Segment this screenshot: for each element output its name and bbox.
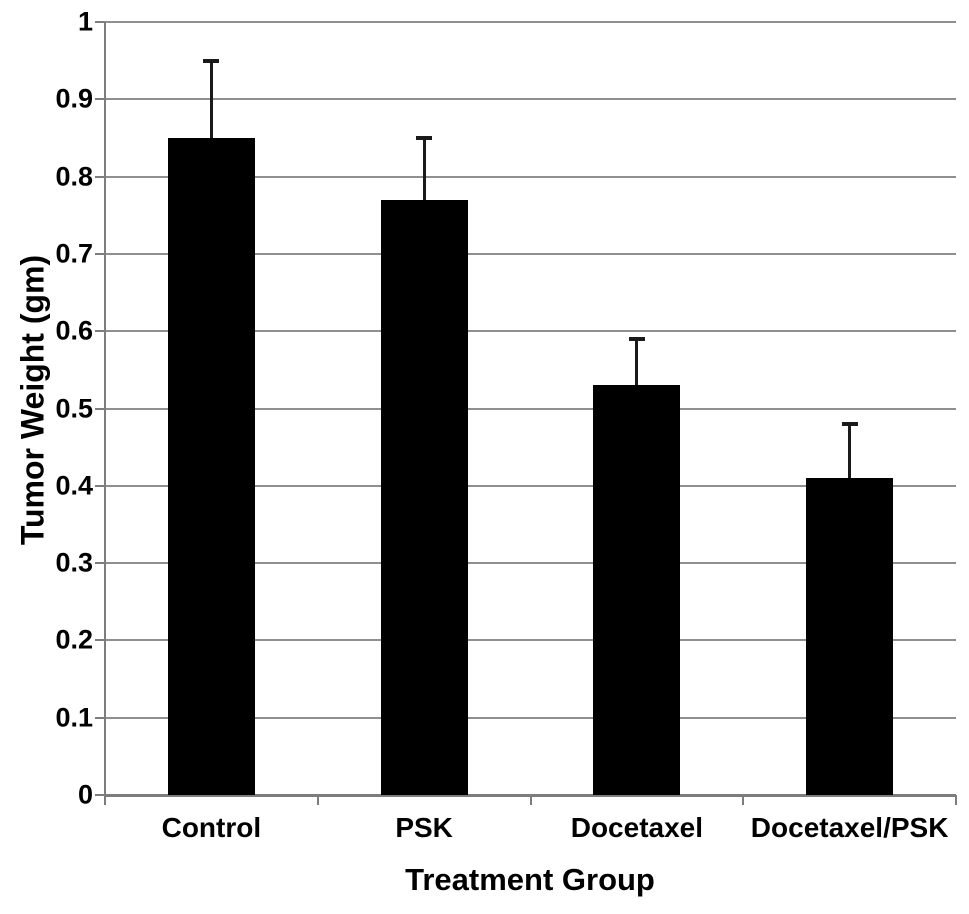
x-axis-tick bbox=[955, 795, 957, 805]
y-tick-label: 0.2 bbox=[55, 624, 93, 655]
gridline bbox=[105, 716, 956, 719]
y-axis-tick bbox=[95, 407, 105, 410]
error-bar-cap bbox=[416, 135, 433, 140]
y-axis-tick bbox=[95, 330, 105, 333]
y-axis-tick bbox=[95, 484, 105, 487]
x-axis-tick bbox=[104, 795, 106, 805]
y-axis-tick bbox=[95, 98, 105, 101]
y-axis-tick bbox=[95, 794, 105, 796]
error-bar-line bbox=[209, 60, 213, 138]
y-tick-label: 0.4 bbox=[55, 470, 93, 501]
gridline bbox=[105, 175, 956, 178]
gridline bbox=[105, 252, 956, 255]
gridline bbox=[105, 639, 956, 642]
error-bar-line bbox=[422, 137, 426, 200]
y-axis-tick bbox=[95, 562, 105, 565]
y-axis-tick bbox=[95, 252, 105, 255]
gridline bbox=[105, 98, 956, 101]
bar-docetaxel bbox=[593, 385, 681, 795]
x-category-label: PSK bbox=[395, 812, 453, 843]
y-tick-label: 0.1 bbox=[55, 702, 93, 733]
y-tick-label: 0.3 bbox=[55, 547, 93, 578]
y-tick-label: 0.5 bbox=[55, 393, 93, 423]
gridline bbox=[105, 21, 956, 23]
y-axis-tick bbox=[95, 21, 105, 23]
error-bar-cap bbox=[203, 58, 220, 63]
x-axis-tick bbox=[316, 795, 319, 805]
y-axis-tick bbox=[95, 175, 105, 178]
y-tick-label: 0.9 bbox=[55, 83, 93, 114]
y-tick-label: 0.8 bbox=[55, 161, 93, 192]
x-category-label: Docetaxel/PSK bbox=[750, 812, 949, 843]
x-axis-tick bbox=[529, 795, 532, 805]
y-axis-tick bbox=[95, 716, 105, 719]
error-bar-cap bbox=[628, 336, 645, 341]
bar-control bbox=[167, 137, 255, 795]
x-category-label: Docetaxel bbox=[570, 812, 704, 843]
x-axis-title: Treatment Group bbox=[405, 862, 655, 897]
y-tick-label: 0.7 bbox=[55, 238, 93, 269]
gridline bbox=[105, 407, 956, 410]
gridline bbox=[105, 330, 956, 333]
gridline bbox=[105, 562, 956, 565]
bar-docetaxel-psk bbox=[806, 478, 894, 795]
y-tick-label: 0 bbox=[77, 779, 93, 810]
bar-psk bbox=[380, 199, 468, 795]
y-axis-tick bbox=[95, 639, 105, 642]
y-tick-label: 1 bbox=[77, 6, 93, 37]
error-bar-line bbox=[635, 338, 639, 386]
error-bar-line bbox=[848, 423, 852, 479]
gridline bbox=[105, 484, 956, 487]
y-axis-line bbox=[104, 22, 106, 805]
error-bar-cap bbox=[841, 421, 858, 426]
x-category-label: Control bbox=[161, 812, 262, 843]
x-axis-tick bbox=[742, 795, 745, 805]
y-tick-label: 0.6 bbox=[55, 315, 93, 346]
